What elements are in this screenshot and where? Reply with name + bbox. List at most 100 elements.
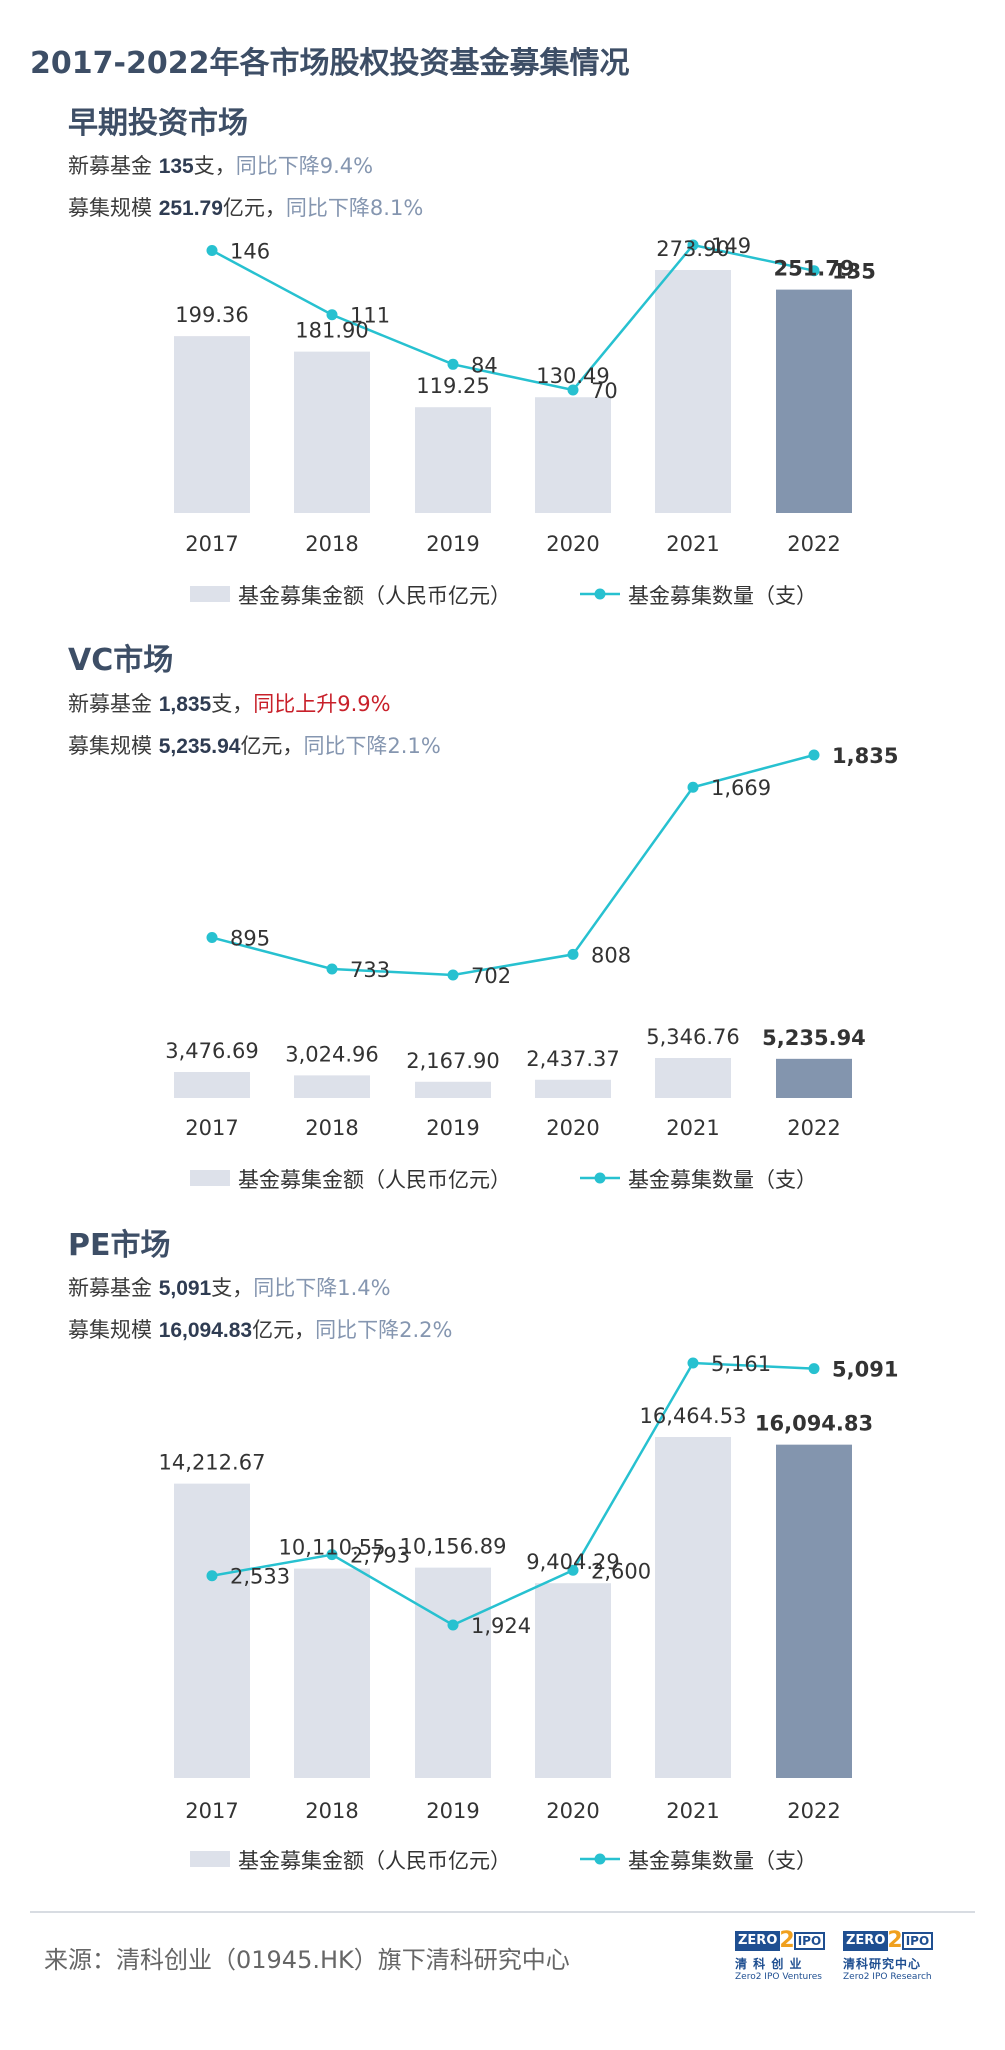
line-value-label: 5,091 (832, 1358, 898, 1382)
count-point-2017 (206, 245, 218, 257)
x-tick-label: 2017 (185, 532, 238, 556)
bar-value-label: 2,437.37 (526, 1047, 620, 1071)
x-tick-label: 2021 (666, 532, 719, 556)
bar-value-label: 10,110.55 (279, 1536, 386, 1560)
stat-scale-suffix: 亿元， (222, 196, 286, 220)
legend-label-amount: 基金募集金额（人民币亿元） (238, 584, 511, 608)
legend-label-amount: 基金募集金额（人民币亿元） (238, 1168, 511, 1192)
bar-value-label: 5,346.76 (646, 1025, 740, 1049)
zero2ipo-ventures-logo: ZERO 2 IPO 清 科 创 业 Zero2 IPO Ventures (735, 1928, 826, 1986)
x-tick-label: 2018 (305, 1799, 358, 1823)
count-point-2020 (567, 1564, 579, 1576)
bar-2019 (415, 1567, 491, 1778)
line-value-label: 5,161 (711, 1352, 771, 1376)
bar-2017 (174, 1483, 250, 1778)
line-value-label: 149 (711, 234, 751, 258)
line-value-label: 1,924 (471, 1614, 531, 1638)
stat-funds-change: 同比下降9.4% (235, 154, 374, 178)
count-point-2018 (326, 309, 338, 321)
line-value-label: 2,533 (230, 1565, 290, 1589)
bar-value-label: 16,464.53 (640, 1404, 747, 1428)
count-point-2019 (447, 358, 459, 370)
x-tick-label: 2017 (185, 1116, 238, 1140)
legend-marker-count (594, 588, 606, 600)
logo-brand-mid: 2 (779, 1928, 795, 1953)
stat-scale-suffix: 亿元， (252, 1318, 316, 1342)
bar-value-label: 251.79 (773, 257, 854, 281)
legend-label-amount: 基金募集金额（人民币亿元） (238, 1849, 511, 1873)
x-tick-label: 2020 (546, 1116, 599, 1140)
count-point-2022 (808, 1363, 820, 1375)
x-tick-label: 2022 (787, 1116, 840, 1140)
count-point-2020 (567, 384, 579, 396)
logo-brand-left: ZERO (735, 1931, 781, 1951)
bar-value-label: 9,404.29 (526, 1550, 620, 1574)
line-value-label: 1,835 (832, 744, 898, 768)
x-tick-label: 2021 (666, 1116, 719, 1140)
chart-vc: 3,476.69 3,024.96 2,167.90 2,437.37 5,346.76… (165, 744, 898, 1192)
legend-marker-count (594, 1853, 606, 1865)
bar-2021 (655, 1058, 731, 1098)
x-tick-label: 2021 (666, 1799, 719, 1823)
line-value-label: 1,669 (711, 776, 771, 800)
x-tick-label: 2020 (546, 532, 599, 556)
count-point-2021 (687, 781, 699, 793)
bar-value-label: 3,476.69 (165, 1039, 259, 1063)
count-point-2022 (808, 749, 820, 761)
section-title-vc: VC市场 (68, 643, 174, 678)
stat-scale-value: 16,094.83 (158, 1319, 253, 1342)
stat-scale-change: 同比下降2.1% (303, 734, 441, 758)
section-title-early: 早期投资市场 (68, 106, 248, 141)
bar-value-label: 130.49 (536, 364, 609, 388)
stat-funds-prefix: 新募基金 (68, 154, 159, 178)
stat-scale-prefix: 募集规模 (68, 734, 159, 758)
x-tick-label: 2019 (426, 532, 479, 556)
logo-brand-right: IPO (901, 1932, 934, 1950)
bar-value-label: 10,156.89 (400, 1535, 507, 1559)
bar-2022 (776, 289, 852, 513)
bar-2017 (174, 1071, 250, 1098)
stat-funds-value: 5,091 (158, 1277, 212, 1300)
stat-scale-change: 同比下降2.2% (315, 1318, 453, 1342)
bar-value-label: 199.36 (175, 303, 248, 327)
bar-2018 (294, 1568, 370, 1778)
stat-funds-prefix: 新募基金 (68, 692, 159, 716)
count-point-2018 (326, 1549, 338, 1561)
stat-funds-suffix: 支， (211, 692, 254, 716)
stat-scale-change: 同比下降8.1% (285, 196, 424, 220)
count-line (211, 753, 815, 977)
bar-2021 (655, 1437, 731, 1778)
x-tick-label: 2017 (185, 1799, 238, 1823)
legend-marker-count (594, 1172, 606, 1184)
count-line (211, 243, 815, 392)
bar-value-label: 5,235.94 (762, 1026, 866, 1050)
bar-2018 (294, 1075, 370, 1098)
x-tick-label: 2018 (305, 532, 358, 556)
stat-funds-value: 1,835 (158, 693, 212, 716)
bar-value-label: 16,094.83 (755, 1412, 873, 1436)
source-note: 来源：清科创业（01945.HK）旗下清科研究中心 (44, 1946, 570, 1974)
count-point-2019 (447, 1619, 459, 1631)
count-point-2019 (447, 969, 459, 981)
line-value-label: 70 (591, 379, 618, 403)
stat-scale-pe: 募集规模 16,094.83亿元，同比下降2.2% (68, 1314, 452, 1344)
logo-en: Zero2 IPO Ventures (735, 1972, 822, 1982)
stat-scale-value: 251.79 (158, 197, 223, 220)
count-point-2017 (206, 932, 218, 944)
page-title: 2017-2022年各市场股权投资基金募集情况 (30, 46, 630, 81)
legend-swatch-amount (190, 1851, 230, 1867)
bar-value-label: 119.25 (416, 374, 489, 398)
stat-scale-vc: 募集规模 5,235.94亿元，同比下降2.1% (68, 730, 441, 760)
stat-funds-suffix: 支， (193, 154, 236, 178)
stat-funds-pe: 新募基金 5,091支，同比下降1.4% (68, 1272, 391, 1302)
section-title-pe: PE市场 (68, 1228, 171, 1263)
bar-value-label: 14,212.67 (159, 1451, 266, 1475)
x-tick-label: 2019 (426, 1799, 479, 1823)
line-value-label: 111 (350, 304, 390, 328)
legend-swatch-amount (190, 586, 230, 602)
legend-label-count: 基金募集数量（支） (628, 1168, 817, 1192)
count-point-2018 (326, 963, 338, 975)
stat-funds-value: 135 (158, 155, 194, 178)
stat-funds-vc: 新募基金 1,835支，同比上升9.9% (68, 688, 391, 718)
stat-funds-prefix: 新募基金 (68, 1276, 159, 1300)
